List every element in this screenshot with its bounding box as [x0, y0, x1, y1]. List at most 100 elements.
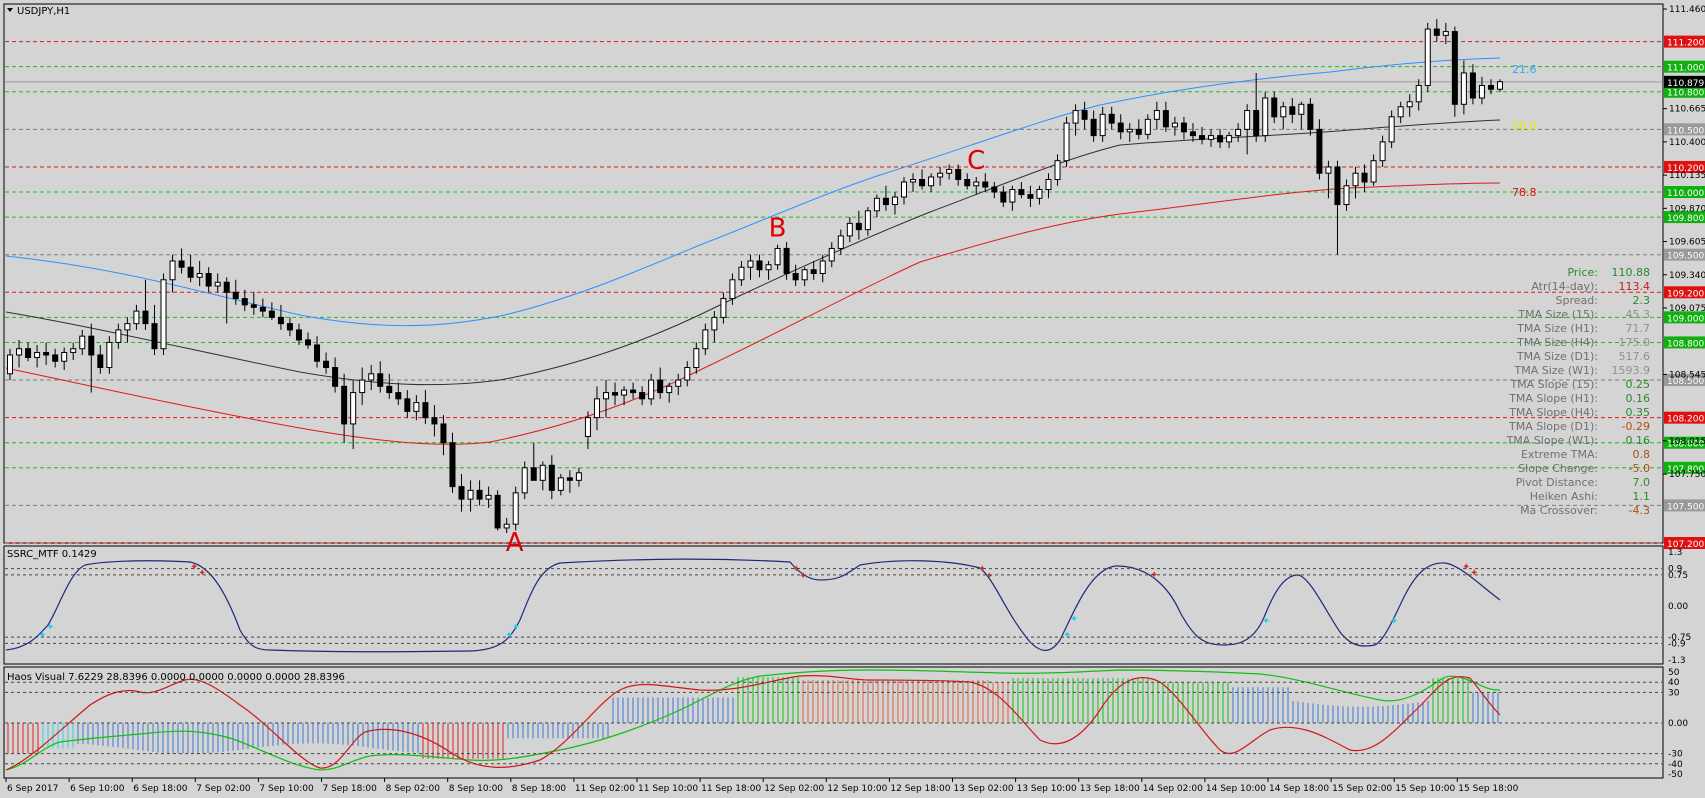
symbol-title: USDJPY,H1 [17, 6, 70, 17]
band-value-label: 78.8 [1512, 186, 1537, 199]
time-axis-label: 8 Sep 18:00 [512, 784, 567, 794]
bull-candle [1126, 128, 1133, 133]
bear-candle [476, 489, 483, 500]
bull-candle [593, 398, 600, 419]
bull-candle [1415, 84, 1422, 103]
price-level-tag [1664, 336, 1705, 349]
bear-candle [494, 494, 501, 529]
info-label: TMA Size (D1): [1516, 350, 1598, 363]
info-value: 517.6 [1619, 350, 1651, 363]
bull-candle [1208, 135, 1215, 140]
bear-candle [1271, 97, 1278, 118]
info-value: 2.3 [1633, 294, 1651, 307]
ssrc-sell-marker-icon: ✦ [190, 562, 198, 573]
bear-candle [1253, 110, 1260, 137]
wave-annotations: A B C [506, 146, 986, 558]
price-level-tag-label: 107.800 [1667, 465, 1704, 475]
time-axis-label: 11 Sep 18:00 [701, 784, 761, 794]
bear-candle [232, 291, 239, 300]
haos-green-line [5, 669, 1501, 771]
price-level-tag [1664, 311, 1705, 324]
bull-candle [1099, 113, 1106, 137]
bull-candle [1352, 172, 1359, 187]
ssrc-sell-marker-icon: ✦ [792, 564, 800, 575]
info-label: TMA Slope (W1): [1506, 434, 1598, 447]
bull-candle [1235, 128, 1242, 137]
haos-axis-label: 0.00 [1668, 719, 1688, 729]
price-level-tag [1664, 123, 1705, 136]
time-axis-label: 11 Sep 02:00 [575, 784, 635, 794]
bear-candle [919, 178, 926, 187]
bull-candle [1460, 72, 1467, 105]
bull-candle [34, 351, 41, 358]
info-label: TMA Size (W1): [1514, 364, 1598, 377]
bear-candle [792, 273, 799, 281]
price-level-tag [1664, 499, 1705, 512]
bull-candle [901, 181, 907, 198]
window-menu-triangle-icon[interactable] [7, 8, 13, 12]
price-level-tag-label: 109.200 [1667, 289, 1704, 299]
price-axis-label: 109.340 [1669, 271, 1705, 281]
time-axis-label: 6 Sep 2017 [7, 784, 58, 794]
bull-candle [106, 341, 113, 369]
bull-candle [214, 281, 221, 287]
price-level-tag-label: 111.000 [1667, 64, 1704, 74]
price-axis: 111.200 111.000 110.800 110.500 110.200 110.0… [1663, 5, 1705, 550]
info-label: TMA Slope (15): [1509, 378, 1598, 391]
ssrc-axis-label: 0.9 [1668, 565, 1683, 575]
bear-candle [431, 417, 438, 425]
bear-candle [43, 351, 50, 356]
bear-candle [314, 344, 321, 362]
info-label: Atr(14-day): [1531, 280, 1598, 293]
bull-candle [937, 172, 944, 178]
bear-candle [268, 310, 275, 318]
bear-candle [151, 323, 158, 350]
price-axis-label: 109.605 [1669, 238, 1705, 248]
ssrc-sell-marker-icon: ✦ [978, 564, 986, 575]
bear-candle [187, 266, 194, 278]
bear-candle [1469, 72, 1476, 99]
price-level-tag [1664, 537, 1705, 549]
indicator-info-table: Price: 110.88 Atr(14-day): 113.4 Spread: 2.3 T… [1506, 266, 1650, 517]
bull-candle [1262, 97, 1269, 137]
ssrc-sell-marker-icon: ✦ [198, 568, 206, 579]
info-value: -5.0 [1629, 462, 1650, 475]
bull-candle [1036, 189, 1043, 199]
bear-candle [1162, 110, 1169, 128]
bull-candle [196, 273, 203, 278]
price-level-tag-label: 109.800 [1667, 214, 1704, 224]
price-level-tag [1664, 286, 1705, 299]
bull-candle [1397, 106, 1404, 118]
bear-candle [142, 310, 149, 325]
bull-candle [603, 392, 609, 400]
ssrc-sell-marker-icon: ✦ [1462, 562, 1470, 573]
time-axis-label: 12 Sep 10:00 [827, 784, 887, 794]
ssrc-axis-label: -0.9 [1668, 639, 1686, 649]
bull-candle [837, 235, 844, 249]
info-value: 113.4 [1619, 280, 1651, 293]
main-panel-title: USDJPY,H1 [7, 6, 70, 17]
ssrc-axis: 1.3 0.90.75 0.00 -0.75-0.9 -1.3 [5, 548, 1691, 666]
price-level-tag [1664, 461, 1705, 474]
bear-candle [1433, 28, 1440, 36]
bull-candle [169, 260, 176, 281]
bull-candle [675, 379, 682, 387]
bull-candle [801, 269, 808, 281]
bull-candle [1054, 160, 1061, 180]
bull-candle [61, 351, 68, 362]
bull-candle [891, 196, 898, 206]
ssrc-panel-frame [3, 545, 1664, 665]
price-level-tag [1664, 436, 1705, 449]
bull-candle [1153, 110, 1160, 120]
info-label: TMA Size (H1): [1516, 322, 1598, 335]
bull-candle [1144, 118, 1151, 135]
bull-candle [70, 348, 77, 353]
bear-candle [259, 306, 266, 312]
info-value: 45.3 [1626, 308, 1651, 321]
price-level-tag-label: 107.500 [1667, 502, 1704, 512]
price-level-tag-label: 107.200 [1667, 540, 1704, 550]
haos-axis-label: -30 [1668, 750, 1683, 760]
info-label: TMA Size (15): [1517, 308, 1598, 321]
